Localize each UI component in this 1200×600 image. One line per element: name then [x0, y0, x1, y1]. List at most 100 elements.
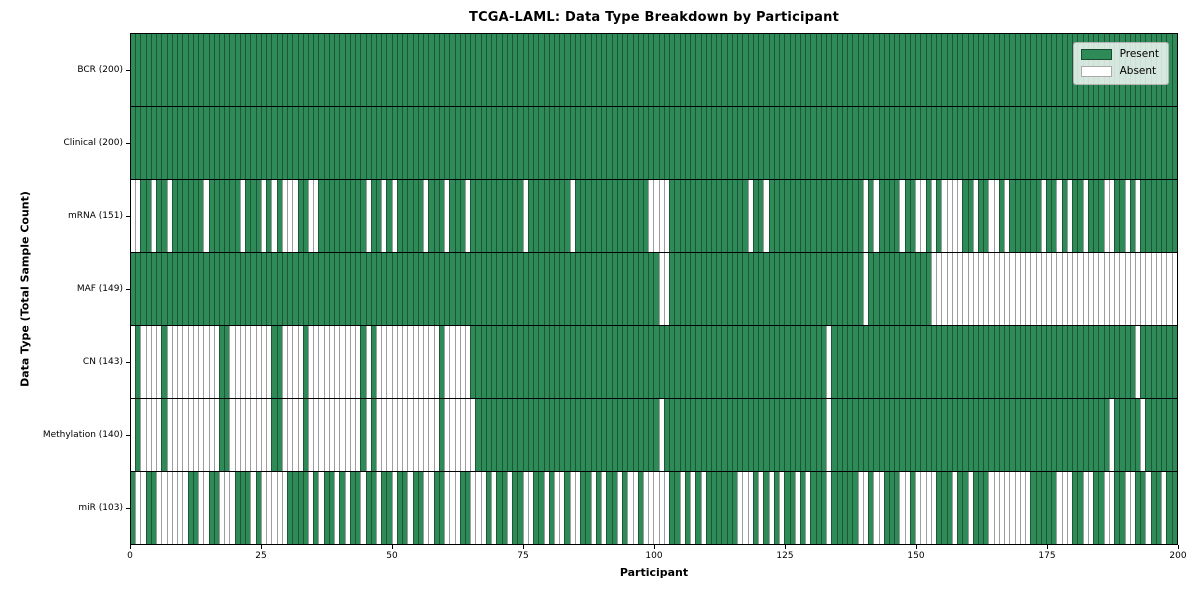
matrix-cell [731, 34, 738, 106]
matrix-cell [758, 326, 764, 398]
matrix-cell [595, 180, 602, 252]
matrix-cell [444, 253, 450, 325]
matrix-cell [260, 253, 267, 325]
matrix-cell [449, 107, 455, 179]
matrix-cell [1035, 253, 1041, 325]
matrix-cell [988, 472, 994, 544]
matrix-cell [716, 34, 722, 106]
y-axis-label: Data Type (Total Sample Count) [18, 191, 32, 387]
matrix-cell [417, 107, 424, 179]
matrix-cell [789, 107, 795, 179]
matrix-cell [266, 253, 272, 325]
matrix-cell [998, 107, 1005, 179]
matrix-cell [491, 472, 497, 544]
matrix-cell [653, 180, 659, 252]
matrix-cell [690, 34, 696, 106]
matrix-cell [187, 326, 193, 398]
matrix-cell [208, 399, 214, 471]
matrix-cell [177, 107, 183, 179]
matrix-cell [517, 253, 523, 325]
matrix-cell [925, 107, 931, 179]
matrix-cell [344, 253, 350, 325]
matrix-cell [355, 107, 361, 179]
matrix-cell [951, 472, 958, 544]
matrix-cell [543, 107, 549, 179]
matrix-cell [292, 253, 298, 325]
matrix-cell [763, 34, 769, 106]
matrix-cell [491, 326, 497, 398]
matrix-cell [276, 472, 282, 544]
matrix-cell [878, 399, 884, 471]
matrix-cell [177, 326, 183, 398]
matrix-cell [417, 34, 424, 106]
matrix-cell [972, 399, 978, 471]
matrix-cell [245, 472, 251, 544]
matrix-cell [862, 326, 869, 398]
matrix-cell [815, 399, 821, 471]
matrix-cell [1040, 180, 1047, 252]
matrix-cell [402, 107, 408, 179]
matrix-cell [637, 34, 643, 106]
matrix-cell [386, 180, 392, 252]
matrix-cell [936, 253, 942, 325]
matrix-cell [658, 472, 664, 544]
matrix-cell [370, 472, 377, 544]
legend: Present Absent [1072, 42, 1169, 85]
matrix-cell [234, 180, 240, 252]
matrix-cell [1140, 180, 1146, 252]
matrix-cell [909, 34, 916, 106]
matrix-cell [904, 180, 910, 252]
matrix-cell [208, 107, 214, 179]
matrix-cell [1051, 34, 1057, 106]
y-tick-mark [126, 435, 130, 437]
matrix-cell [1140, 326, 1146, 398]
matrix-cell [454, 107, 460, 179]
matrix-cell [198, 180, 204, 252]
matrix-cell [1166, 180, 1172, 252]
matrix-cell [930, 472, 937, 544]
matrix-cell [1093, 326, 1099, 398]
matrix-cell [428, 399, 434, 471]
matrix-cell [423, 107, 429, 179]
matrix-cell [1119, 107, 1125, 179]
matrix-cell [313, 180, 319, 252]
matrix-cell [747, 34, 753, 106]
matrix-cell [360, 253, 366, 325]
matrix-cell [1161, 180, 1167, 252]
matrix-cell [318, 180, 324, 252]
matrix-cell [171, 326, 178, 398]
matrix-cell [721, 107, 727, 179]
matrix-cell [747, 472, 753, 544]
matrix-cell [192, 472, 199, 544]
matrix-cell [543, 34, 549, 106]
matrix-cell [250, 399, 256, 471]
y-tick-label: Methylation (140) [42, 430, 123, 441]
matrix-cell [1061, 472, 1067, 544]
matrix-cell [1093, 180, 1099, 252]
matrix-cell [930, 399, 937, 471]
matrix-cell [826, 180, 832, 252]
matrix-cell [1140, 399, 1146, 471]
matrix-cell [334, 253, 340, 325]
matrix-cell [417, 472, 424, 544]
matrix-cell [962, 326, 968, 398]
matrix-cell [140, 107, 146, 179]
matrix-cell [454, 326, 460, 398]
matrix-cell [627, 180, 633, 252]
matrix-row [131, 252, 1177, 325]
matrix-cell [794, 34, 800, 106]
matrix-cell [904, 253, 910, 325]
matrix-cell [459, 472, 465, 544]
matrix-cell [444, 107, 450, 179]
matrix-cell [1155, 326, 1162, 398]
matrix-cell [1145, 180, 1151, 252]
matrix-cell [224, 326, 230, 398]
matrix-cell [496, 326, 502, 398]
matrix-cell [972, 107, 978, 179]
matrix-cell [862, 34, 869, 106]
matrix-cell [904, 107, 910, 179]
matrix-cell [344, 472, 350, 544]
matrix-cell [564, 34, 570, 106]
matrix-cell [182, 107, 188, 179]
matrix-cell [187, 107, 193, 179]
